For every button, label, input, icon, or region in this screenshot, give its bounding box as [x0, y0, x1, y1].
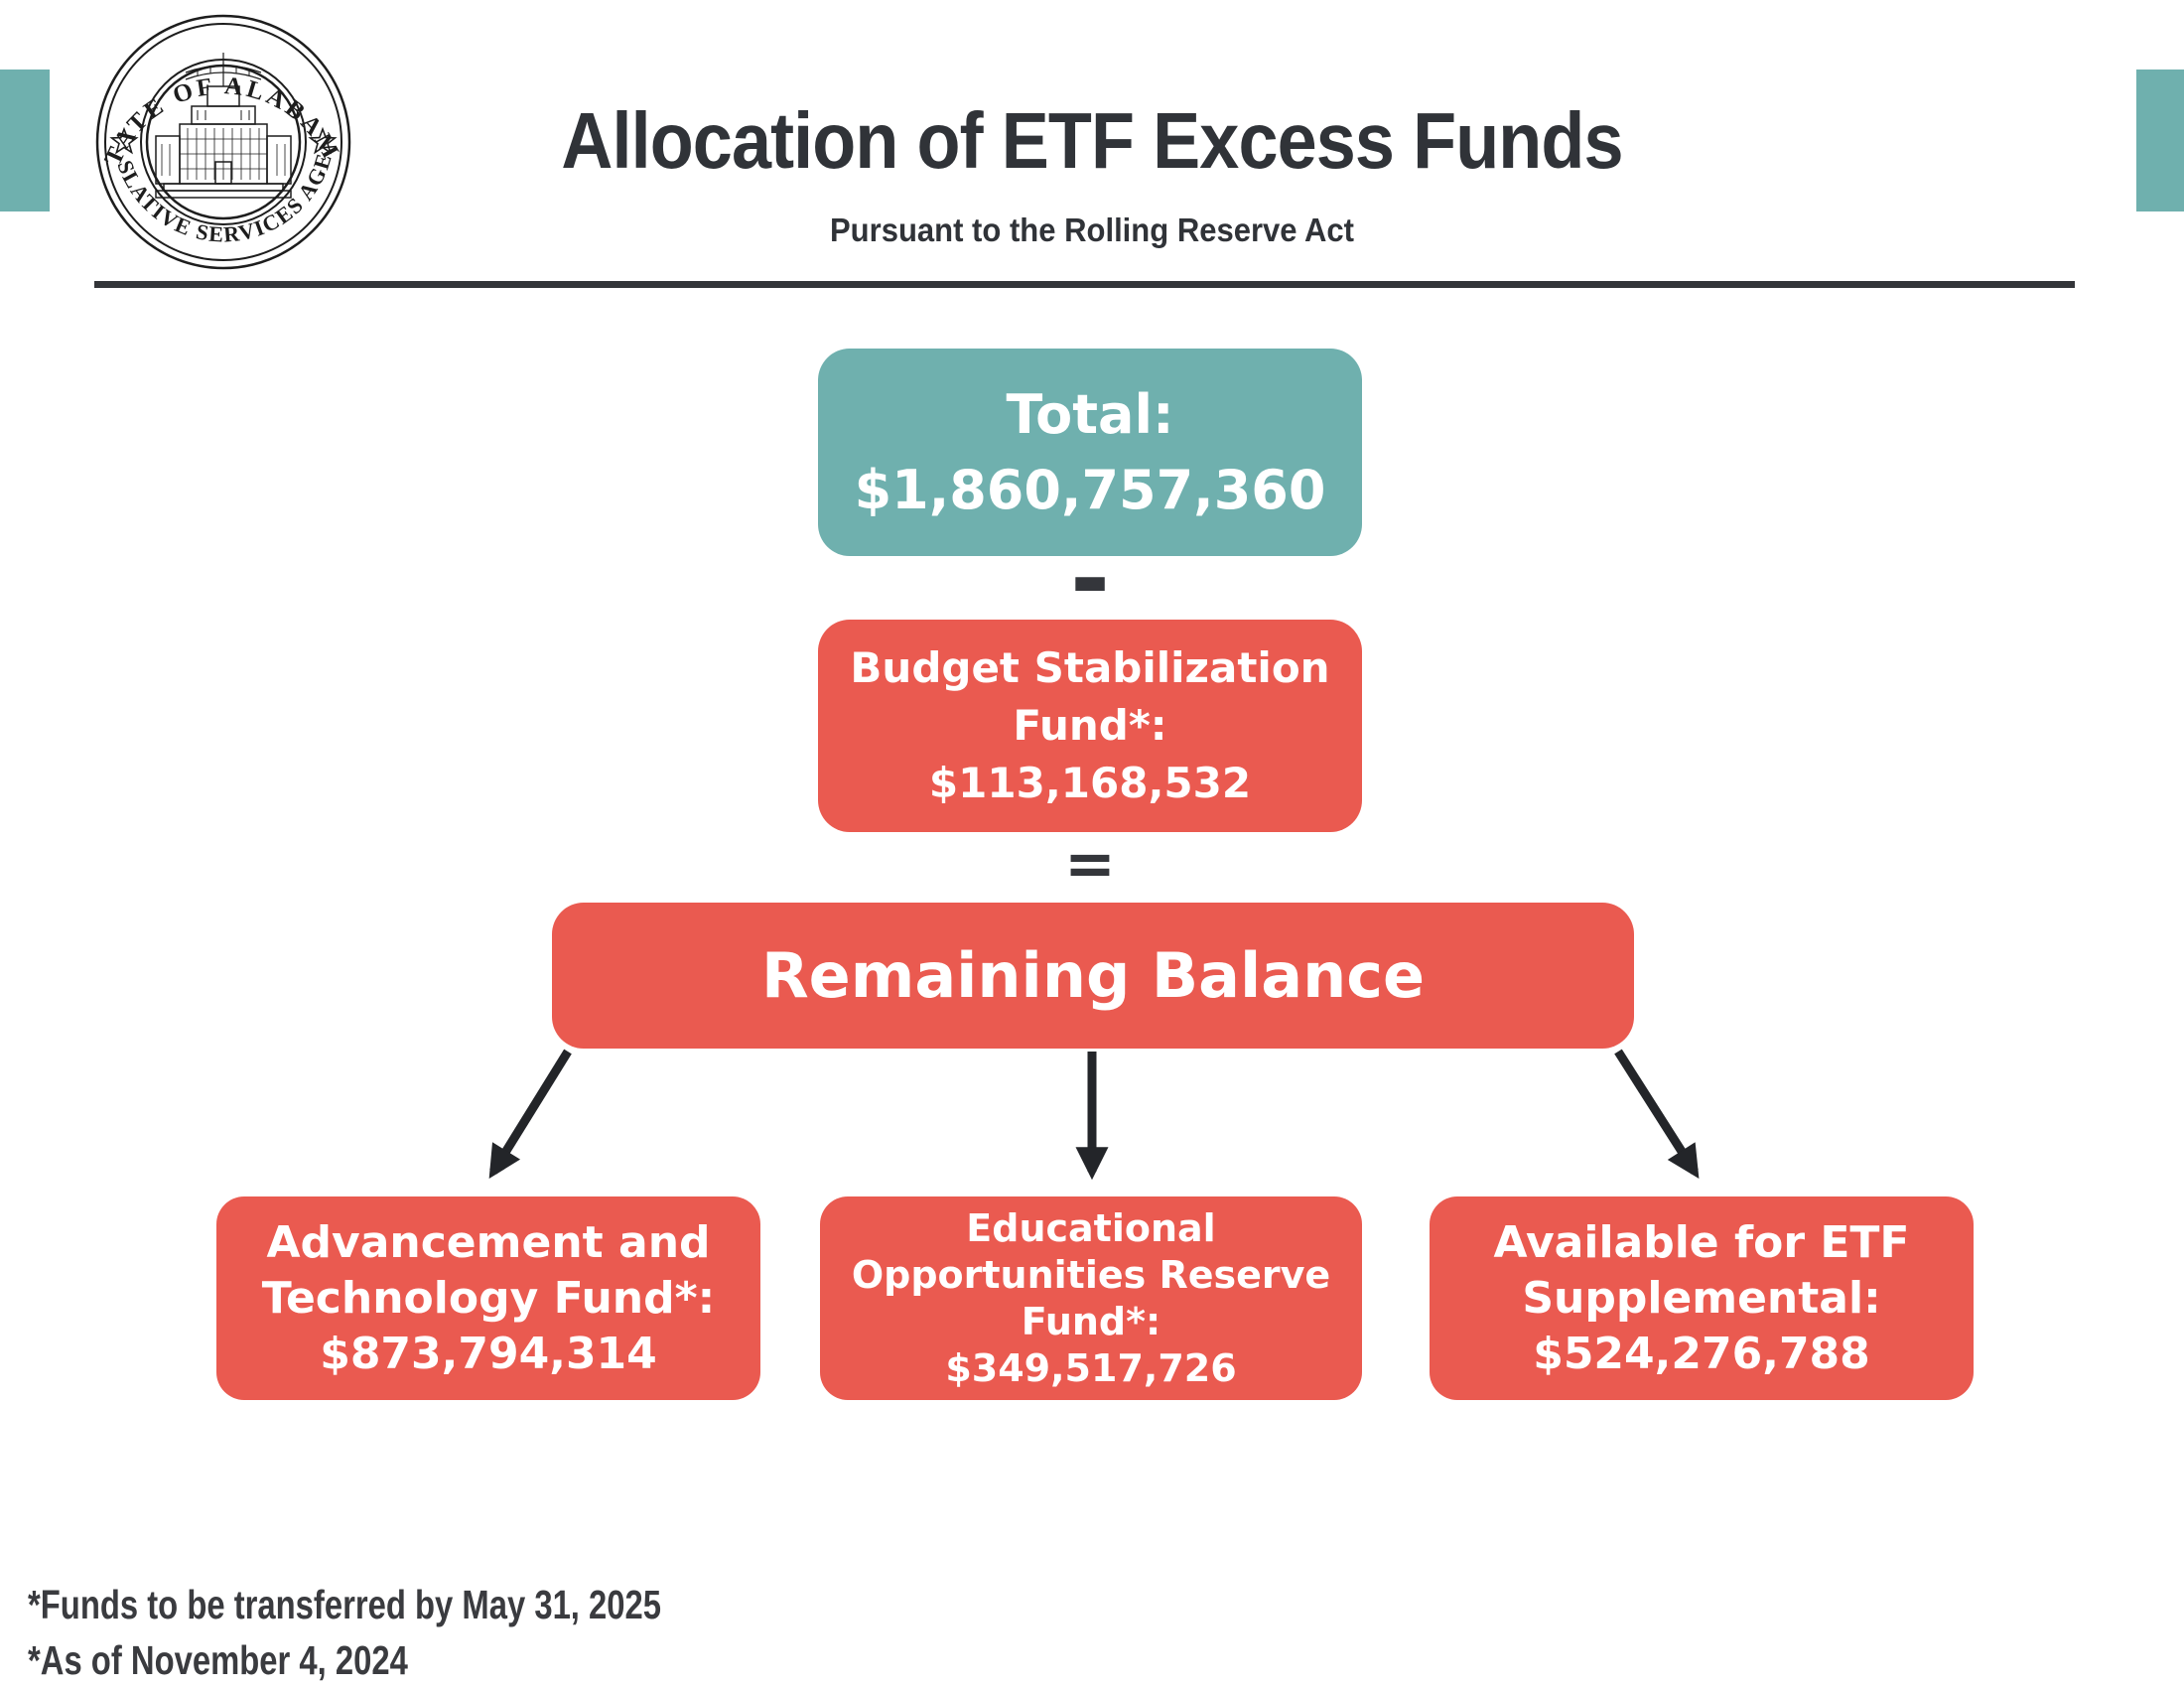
- available-etf-supplemental-box: Available for ETF Supplemental: $524,276…: [1430, 1196, 1974, 1400]
- arrow-to-advancement-fund: [488, 1049, 572, 1180]
- alabama-legislative-services-agency-seal-icon: STATE OF ALABAMA LEGISLATIVE SERVICES AG…: [94, 13, 351, 270]
- total-amount: $1,860,757,360: [854, 458, 1326, 521]
- teal-accent-bar-right: [2136, 70, 2184, 211]
- leaf-line: Available for ETF: [1493, 1216, 1910, 1268]
- remaining-balance-label: Remaining Balance: [760, 938, 1426, 1012]
- header-divider: [94, 281, 2075, 288]
- advancement-technology-fund-box: Advancement and Technology Fund*: $873,7…: [216, 1196, 760, 1400]
- footnote-as-of-date: *As of November 4, 2024: [28, 1637, 408, 1683]
- leaf-line: Advancement and: [266, 1216, 711, 1268]
- star-icon: [109, 126, 139, 155]
- star-icon: [308, 126, 338, 155]
- leaf-line: Educational: [966, 1205, 1216, 1250]
- budget-stabilization-box: Budget Stabilization Fund*: $113,168,532: [818, 620, 1362, 832]
- arrow-to-etf-supplemental: [1614, 1049, 1700, 1179]
- leaf-line: Opportunities Reserve: [851, 1252, 1331, 1297]
- teal-accent-bar-left: [0, 70, 50, 211]
- page-subtitle: Pursuant to the Rolling Reserve Act: [829, 211, 1355, 248]
- capitol-building-icon: [155, 53, 292, 199]
- page-title: Allocation of ETF Excess Funds: [561, 96, 1623, 185]
- footnotes: *Funds to be transferred by May 31, 2025…: [28, 1577, 661, 1688]
- footnote-transfer-date: *Funds to be transferred by May 31, 2025: [28, 1582, 661, 1627]
- remaining-balance-box: Remaining Balance: [552, 903, 1634, 1049]
- total-box: Total: $1,860,757,360: [818, 349, 1362, 556]
- budget-line: Fund*:: [1013, 701, 1167, 750]
- total-label: Total:: [1006, 382, 1174, 446]
- leaf-amount: $524,276,788: [1533, 1328, 1870, 1379]
- minus-operator: -: [1070, 523, 1110, 634]
- budget-line: Budget Stabilization: [850, 643, 1330, 692]
- leaf-amount: $349,517,726: [945, 1345, 1237, 1390]
- leaf-line: Fund*:: [1021, 1299, 1161, 1343]
- leaf-amount: $873,794,314: [320, 1328, 657, 1379]
- leaf-line: Supplemental:: [1522, 1272, 1881, 1324]
- equals-operator: =: [1064, 826, 1116, 900]
- leaf-line: Technology Fund*:: [261, 1272, 716, 1324]
- educational-opportunities-reserve-fund-box: Educational Opportunities Reserve Fund*:…: [820, 1196, 1362, 1400]
- budget-amount: $113,168,532: [928, 759, 1252, 807]
